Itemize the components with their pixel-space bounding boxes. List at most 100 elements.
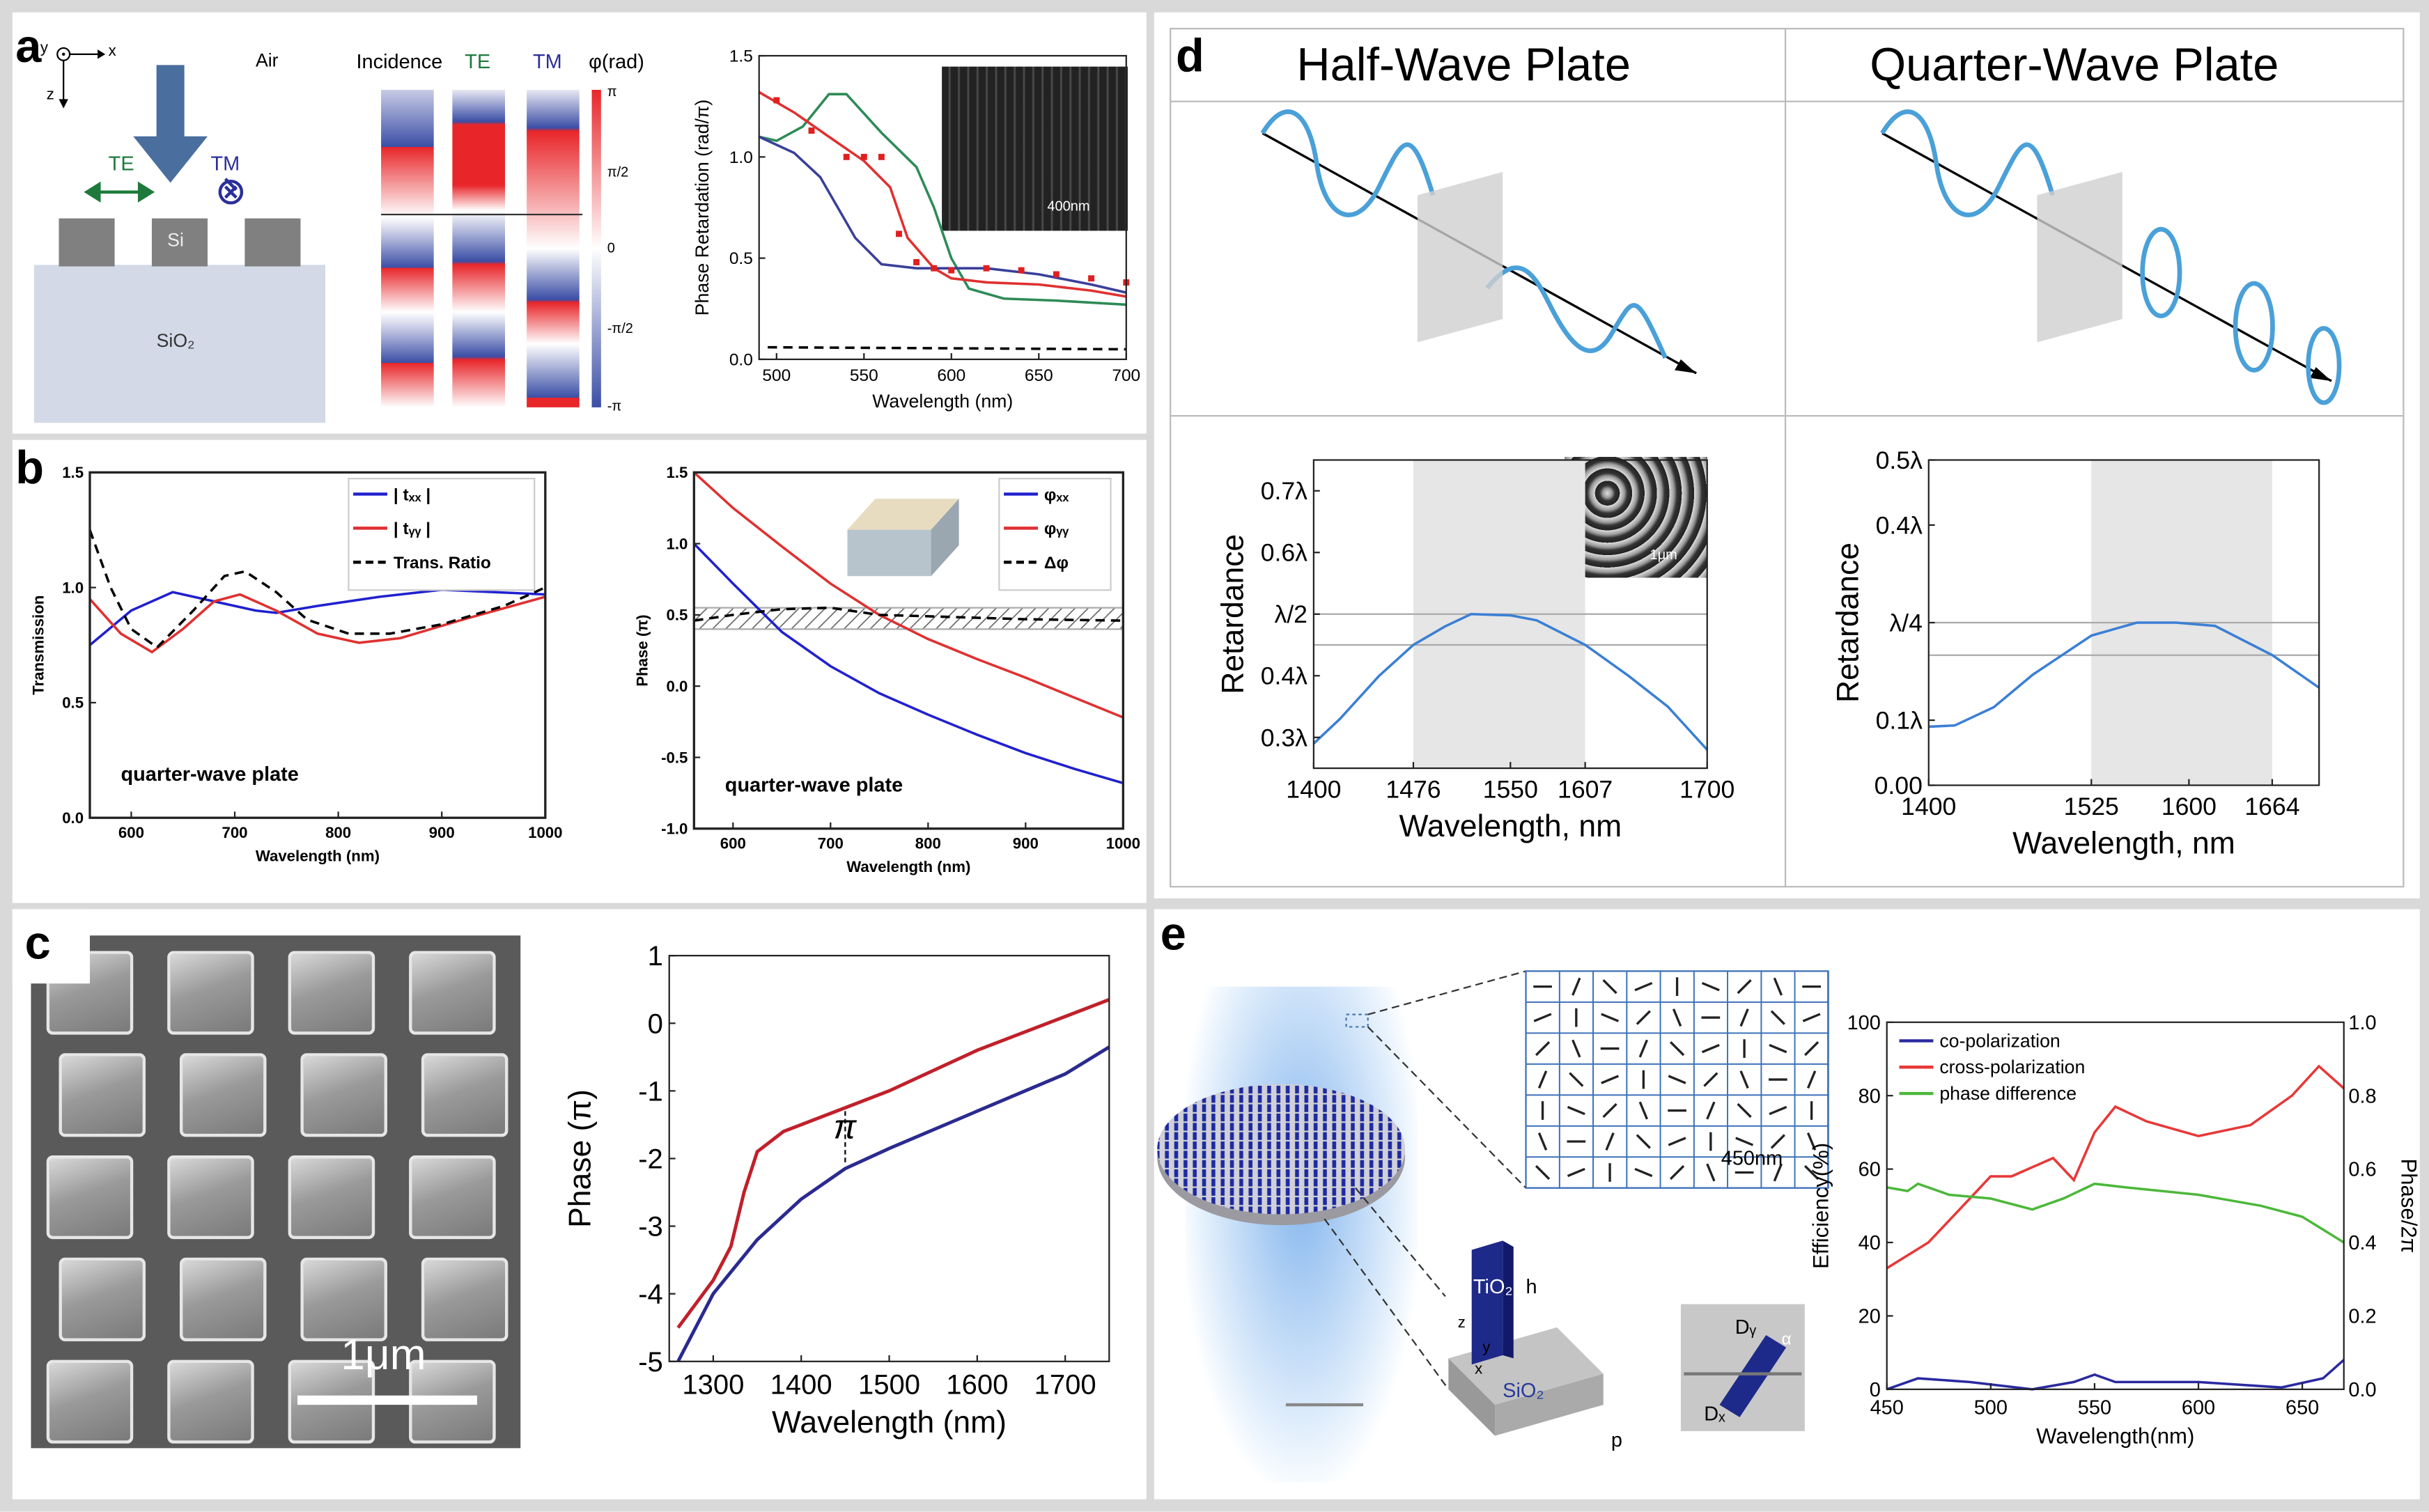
nanopillar (167, 1155, 254, 1240)
nanofin-orientation (1572, 1039, 1581, 1058)
x-axis-label: Wavelength, nm (2012, 826, 2235, 860)
nanofin-orientation (1668, 1075, 1686, 1084)
data-point (860, 153, 867, 160)
x-tick-label: 1400 (1286, 775, 1341, 803)
nanofin-orientation (1737, 1102, 1752, 1119)
colorbar-tick: -π (607, 398, 622, 414)
nanofin-orientation (1634, 981, 1653, 992)
y-tick-label: 100 (1847, 1012, 1881, 1034)
nanopillar (179, 1257, 267, 1341)
x-tick-label: 600 (118, 824, 144, 841)
y-tick-label: -0.5 (661, 749, 688, 766)
nanofin-orientation (1602, 1102, 1617, 1119)
incidence-field-map (381, 89, 434, 407)
x-tick-label: 1700 (1034, 1370, 1096, 1401)
y-tick-label: 60 (1858, 1159, 1881, 1181)
nanofin-orientation (1739, 1070, 1749, 1089)
panel-b: b (12, 439, 1147, 903)
data-point (983, 265, 990, 272)
nanofin-orientation (1770, 1134, 1785, 1149)
plot-frame (758, 54, 1127, 361)
plot-frame (692, 471, 1124, 830)
x-tick-label: 1607 (1558, 775, 1613, 803)
nanofin-orientation (1701, 1043, 1720, 1054)
half-wave-diagram (1260, 109, 1697, 375)
data-point (878, 153, 885, 160)
legend-label: phase difference (1939, 1083, 2077, 1104)
zoom-region (1345, 1013, 1369, 1028)
y-tick-label: 0.00 (1875, 772, 1923, 800)
chart-b1: 600 700 800 900 1000 0.0 0.5 1.0 1.5 Wavelength (… (29, 464, 562, 864)
y2-tick-label: 0.6 (2348, 1159, 2376, 1181)
scale-bar (297, 1395, 477, 1405)
y2-tick-label: 0.4 (2348, 1232, 2376, 1254)
data-point (808, 127, 815, 134)
y-axis-label: Retardance (1216, 534, 1250, 694)
half-wave-title: Half-Wave Plate (1296, 40, 1631, 92)
nanofin-orientation (1601, 1013, 1620, 1022)
nanofin-orientation (1668, 1137, 1686, 1146)
nanofin-orientation (1533, 1013, 1552, 1022)
series-line (88, 593, 546, 654)
x-tick-label: 1700 (1679, 775, 1735, 803)
colorbar (591, 89, 601, 407)
y-tick-label: -5 (638, 1347, 663, 1378)
data-point (1018, 267, 1025, 274)
nanofin-orientation (1672, 1008, 1682, 1027)
nanofin-orientation (1537, 1070, 1548, 1089)
axis-y-label: y (40, 40, 48, 58)
x-tick-label: 1000 (528, 824, 562, 841)
nanofin-orientation (1737, 979, 1752, 995)
y-tick-label: 0.3λ (1261, 724, 1307, 751)
colorbar-tick: π/2 (607, 164, 629, 180)
x-tick-label: 600 (2182, 1396, 2215, 1419)
nanofin-orientation (1769, 1043, 1787, 1054)
legend-label: Δφ (1044, 554, 1069, 572)
y-tick-label: λ/2 (1275, 600, 1307, 628)
y-tick-label: 0.1λ (1876, 707, 1923, 735)
panel-label-c: c (24, 918, 51, 970)
axes-icon (56, 47, 106, 109)
axis-x-label: x (1475, 1361, 1483, 1379)
x-tick-label: 500 (762, 366, 791, 385)
panel-label-b: b (15, 443, 44, 494)
y-tick-label: 0.7λ (1261, 477, 1307, 505)
sem-inset-image (942, 66, 1128, 231)
tio2-label: TiO₂ (1473, 1275, 1513, 1298)
x-tick-label: 800 (915, 835, 941, 852)
y-tick-label: 40 (1858, 1232, 1881, 1254)
panel-label-e: e (1160, 909, 1186, 960)
te-field-map (452, 89, 505, 407)
nanopillar (288, 951, 375, 1035)
nanofin-orientation (1773, 1163, 1783, 1182)
axis-z-label: z (1457, 1315, 1466, 1332)
metalens-diagram (1157, 970, 1829, 1436)
y-tick-label: 0.6λ (1261, 539, 1307, 567)
tm-label: TM (210, 151, 240, 176)
x-tick-label: 1400 (1901, 793, 1956, 820)
y-tick-label: 1.0 (667, 535, 688, 552)
sem-image (31, 935, 521, 1449)
nanofin-orientation (1636, 1010, 1651, 1025)
si-label: Si (167, 229, 184, 251)
series-line (1928, 621, 2320, 728)
nanofin-orientation (1605, 1132, 1615, 1151)
data-point (1053, 271, 1060, 278)
nanofin-orientation (1706, 1101, 1716, 1120)
y-axis-label: Transmission (29, 595, 47, 695)
colorbar-tick: 0 (607, 240, 615, 256)
chart-d2: 1400 1525 1600 1664 0.00 0.1λ λ/4 0.4λ 0.5λ Wavel… (1831, 446, 2320, 860)
x-tick-label: 650 (2286, 1396, 2319, 1419)
nanofin-orientation (1770, 1010, 1785, 1025)
nanofin-orientation (1806, 1132, 1817, 1151)
nanofin-orientation (1739, 1008, 1749, 1027)
x-tick-label: 900 (429, 824, 455, 841)
nanofin-orientation (1804, 1041, 1819, 1057)
x-tick-label: 1600 (2162, 793, 2217, 820)
series-line (693, 471, 1124, 719)
grating-inset-diagram (847, 499, 959, 577)
quarter-wave-diagram (1880, 109, 2342, 405)
series-line (88, 529, 546, 649)
inset-scale-label: 1μm (1650, 547, 1677, 563)
